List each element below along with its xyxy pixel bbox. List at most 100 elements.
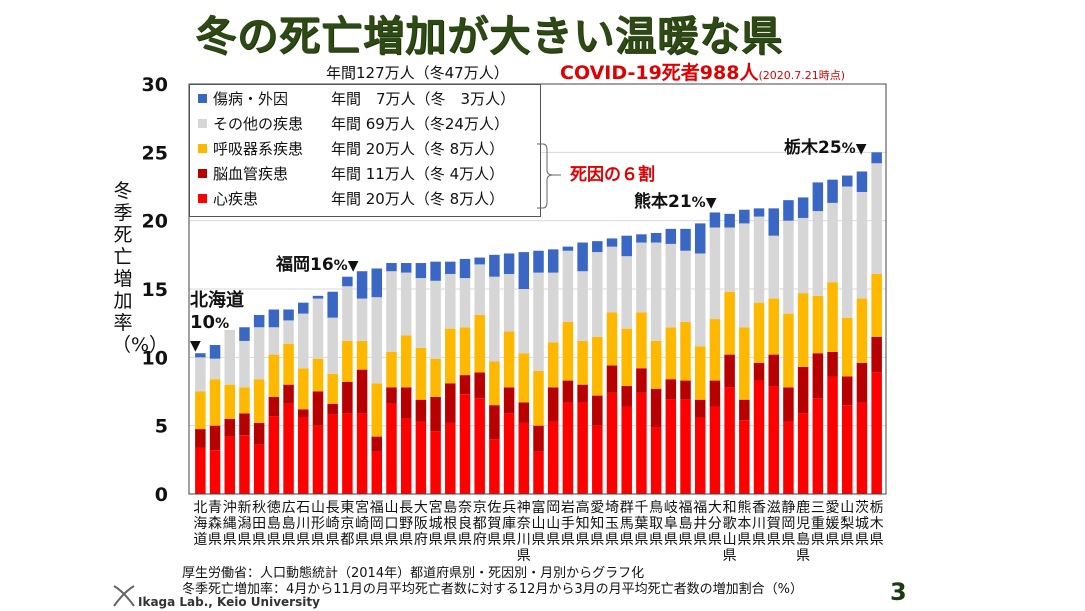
bar-segment: [739, 420, 750, 494]
bar-segment: [430, 396, 441, 432]
bar-segment: [415, 399, 427, 422]
lab-name: Ikaga Lab., Keio University: [138, 595, 320, 609]
x-tick-label: 沖: [223, 500, 237, 516]
x-tick-label: 鳥: [649, 500, 663, 516]
x-tick-label: 福: [370, 500, 384, 516]
down-triangle-icon: ▼: [347, 258, 359, 274]
x-tick-label: 福: [679, 500, 693, 516]
bar-segment: [680, 321, 691, 381]
bar-segment: [283, 403, 294, 494]
bar-segment: [797, 197, 809, 218]
bars: [195, 152, 882, 494]
bar-segment: [356, 340, 368, 370]
annotation-label: 栃木: [784, 138, 818, 158]
x-tick-label: 城: [855, 516, 869, 532]
annotation-label: 福岡: [276, 255, 310, 275]
bar-segment: [841, 317, 853, 377]
x-tick-label: 和: [723, 500, 737, 516]
bar-segment: [562, 246, 574, 251]
bar-segment: [753, 208, 765, 217]
bar-segment: [650, 232, 662, 243]
x-tick-label: 島: [679, 516, 693, 532]
x-tick-label: 玉: [605, 516, 619, 532]
bar-segment: [503, 387, 515, 414]
bar-segment: [592, 252, 603, 337]
x-tick-label: 県: [296, 532, 310, 548]
y-tick-label: 0: [155, 484, 168, 506]
legend: 傷病・外因 年間 7万人（冬 3万人） その他の疾患 年間 69万人（冬24万人） …: [189, 84, 541, 217]
y-axis-label: 冬季死亡増加率（%）: [112, 180, 169, 356]
bar-segment: [489, 254, 500, 277]
bar-segment: [724, 213, 735, 228]
bar-segment: [739, 223, 750, 328]
bar-segment: [474, 398, 485, 494]
bar-segment: [827, 179, 838, 203]
bar-segment: [356, 369, 368, 414]
bar-segment: [533, 272, 544, 371]
bar-segment: [268, 396, 280, 417]
x-tick-label: 県: [620, 532, 634, 548]
legend-name: 傷病・外因: [213, 90, 289, 108]
bar-segment: [445, 328, 456, 384]
bar-segment: [562, 250, 574, 322]
bar-segment: [856, 362, 868, 403]
x-tick-label: 県: [737, 532, 751, 548]
annotation-unit: %: [691, 195, 706, 211]
bar-segment: [812, 353, 824, 399]
y-tick-label: 30: [142, 74, 168, 96]
bar-segment: [195, 391, 206, 430]
x-tick-label: 県: [634, 532, 648, 548]
x-tick-label: 根: [443, 516, 457, 532]
bar-segment: [224, 436, 236, 494]
covid-deaths-label: COVID-19死者988人(2020.7.21時点): [560, 58, 845, 85]
bar-segment: [209, 358, 221, 380]
x-tick-label: 岐: [664, 500, 678, 516]
bar-segment: [327, 414, 338, 494]
annotation-pct: 25: [818, 138, 842, 158]
x-tick-label: 歌: [723, 516, 737, 532]
bar-segment: [415, 347, 427, 400]
bar-segment: [518, 402, 530, 423]
x-tick-label: 府: [473, 532, 487, 548]
x-tick-label: 県: [855, 532, 869, 548]
x-tick-label: 県: [326, 532, 340, 548]
bar-segment: [709, 227, 721, 320]
bar-segment: [253, 379, 265, 423]
bar-segment: [680, 228, 691, 251]
x-tick-label: 県: [811, 532, 825, 548]
bar-segment: [445, 261, 456, 274]
down-triangle-icon: ▼: [855, 141, 867, 157]
x-tick-label: 本: [737, 516, 751, 532]
bar-segment: [283, 320, 294, 344]
bar-segment: [841, 376, 853, 406]
bar-segment: [209, 379, 221, 426]
annual-deaths-subtitle: 年間127万人（冬47万人）: [326, 64, 509, 82]
bar-segment: [768, 354, 779, 387]
legend-name: その他の疾患: [213, 115, 304, 133]
bar-segment: [606, 392, 618, 494]
bar-segment: [400, 418, 412, 494]
y-tick-label: 25: [142, 142, 168, 164]
x-tick-label: 賀: [767, 516, 781, 532]
bar-segment: [650, 388, 662, 428]
bar-segment: [224, 418, 236, 437]
x-tick-label: 野: [399, 516, 413, 532]
x-tick-label: 島: [443, 500, 457, 516]
x-tick-label: 県: [840, 532, 854, 548]
bar-segment: [636, 242, 647, 313]
bar-segment: [224, 384, 236, 419]
bar-segment: [739, 399, 750, 421]
x-tick-label: 県: [781, 532, 795, 548]
x-tick-label: 県: [355, 532, 369, 548]
bar-segment: [342, 276, 353, 287]
x-tick-label: 崎: [355, 516, 369, 532]
x-tick-label: 知: [576, 515, 590, 532]
bar-segment: [665, 243, 677, 328]
bar-segment: [386, 351, 397, 388]
bar-segment: [547, 342, 559, 388]
bar-segment: [694, 399, 706, 418]
x-tick-label: 石: [296, 500, 310, 516]
bar-segment: [680, 399, 691, 494]
bar-segment: [621, 406, 632, 494]
